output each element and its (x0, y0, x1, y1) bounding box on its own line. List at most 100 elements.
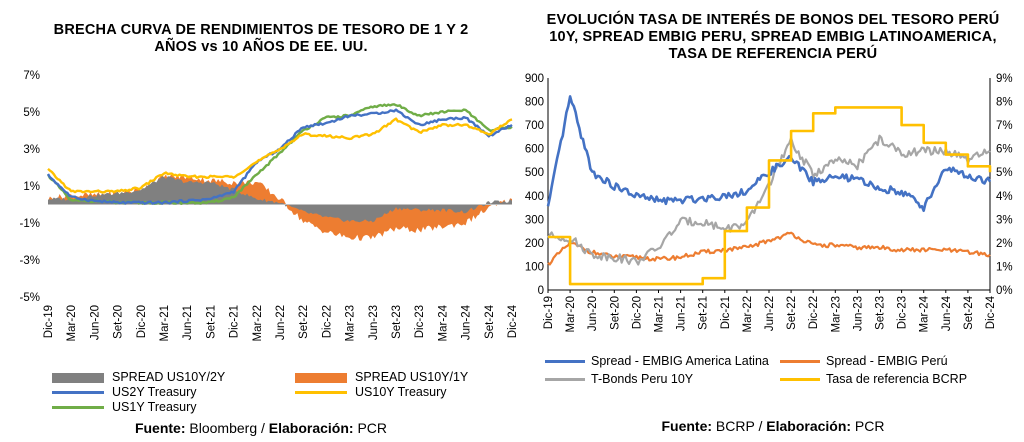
x-tick-label: Set-23 (875, 296, 887, 330)
right-chart-title: EVOLUCIÓN TASA DE INTERÉS DE BONOS DEL T… (546, 12, 1000, 62)
legend-swatch (295, 372, 347, 383)
right-chart-panel: EVOLUCIÓN TASA DE INTERÉS DE BONOS DEL T… (522, 0, 1024, 442)
y2-tick-label: 5% (996, 167, 1013, 179)
x-tick-label: Mar-24 (437, 304, 449, 341)
left-source: Fuente: Bloomberg / Elaboración: PCR (0, 420, 522, 436)
y-tick-label: 800 (525, 97, 544, 109)
legend-label: Spread - EMBIG Perú (826, 354, 948, 368)
legend-swatch (52, 391, 104, 394)
elab-label: Elaboración: (268, 420, 354, 436)
legend-item-spread-10y1y: SPREAD US10Y/1Y (295, 370, 468, 385)
legend-label: SPREAD US10Y/2Y (112, 370, 226, 384)
y2-tick-label: 8% (996, 97, 1013, 109)
x-tick-label: Dic-22 (321, 305, 333, 338)
left-chart-panel: BRECHA CURVA DE RENDIMIENTOS DE TESORO D… (0, 22, 522, 436)
y-tick-label: 500 (525, 167, 544, 179)
x-tick-label: Dic-21 (229, 305, 241, 338)
x-tick-label: Dic-20 (136, 305, 148, 338)
legend-swatch (780, 378, 820, 381)
line-series-us10y-treasury (47, 117, 513, 194)
y2-tick-label: 7% (996, 120, 1013, 132)
x-tick-label: Jun-20 (89, 305, 101, 340)
x-tick-label: Jun-23 (368, 305, 380, 340)
x-tick-label: Mar-23 (830, 296, 842, 332)
right-chart-svg: 900 800 700 600 500 400 300 200 100 0 9% 8% 7% 6% 5% 4%… (525, 73, 1013, 332)
legend-label: Spread - EMBIG America Latina (591, 354, 769, 368)
x-tick-label: Dic-24 (507, 304, 519, 338)
legend-swatch (780, 360, 820, 363)
x-tick-label: Mar-23 (345, 305, 357, 341)
x-tick-label: Mar-21 (654, 296, 666, 332)
x-tick-label: Mar-21 (159, 305, 171, 341)
area-series-spread-us10y-2y (48, 175, 512, 223)
x-tick-label: Dic-23 (897, 296, 909, 329)
y-tick-label: 900 (525, 73, 544, 85)
y-tick-label: 300 (525, 214, 544, 226)
x-tick-label: Dic-23 (414, 305, 426, 338)
x-tick-label: Jun-23 (852, 296, 864, 331)
source-label: Fuente: (661, 418, 713, 434)
legend-swatch (545, 378, 585, 381)
x-tick-label: Set-21 (205, 305, 217, 339)
x-tick-label: Dic-24 (985, 295, 997, 329)
x-tick-label: Jun-22 (275, 305, 287, 340)
legend-label: T-Bonds Peru 10Y (591, 372, 694, 386)
source-value: BCRP / (712, 418, 767, 434)
x-tick-label: Jun-20 (587, 296, 599, 331)
legend-item-tbonds: T-Bonds Peru 10Y (545, 372, 693, 387)
x-tick-label: Dic-20 (631, 296, 643, 329)
x-tick-label: Mar-24 (919, 295, 931, 332)
y2-tick-label: 9% (996, 73, 1013, 85)
x-tick-label: Dic-19 (43, 305, 55, 338)
x-tick-label: Set-20 (609, 296, 621, 330)
x-tick-label: Set-20 (113, 305, 125, 339)
y-tick-label: 600 (525, 144, 544, 156)
left-chart-title: BRECHA CURVA DE RENDIMIENTOS DE TESORO D… (53, 22, 469, 55)
x-tick-label: Set-22 (786, 296, 798, 330)
y2-tick-label: 3% (996, 214, 1013, 226)
legend-swatch (545, 360, 585, 363)
line-series-tasa-de-referencia-bcrp (548, 106, 992, 286)
source-value: Bloomberg / (185, 420, 269, 436)
x-tick-label: Set-24 (963, 295, 975, 329)
source-label: Fuente: (134, 420, 186, 436)
x-tick-label: Mar-20 (565, 296, 577, 332)
y-tick-label: 7% (23, 70, 40, 82)
x-tick-label: Mar-22 (252, 305, 264, 341)
legend-swatch (52, 406, 104, 409)
x-tick-label: Jun-22 (764, 296, 776, 331)
x-tick-label: Jun-24 (461, 304, 473, 340)
elab-value: PCR (851, 418, 885, 434)
y-tick-label: 200 (525, 238, 544, 250)
right-source: Fuente: BCRP / Elaboración: PCR (522, 418, 1024, 434)
left-chart-svg: 7% 5% 3% 1% -1% -3% -5%Dic-19 Mar-20 Jun-20 Set-2… (20, 70, 519, 341)
elab-label: Elaboración: (766, 418, 852, 434)
legend-label: US1Y Treasury (112, 400, 197, 414)
x-tick-label: Jun-21 (182, 305, 194, 340)
y2-tick-label: 2% (996, 238, 1013, 250)
y-tick-label: 3% (23, 144, 40, 156)
x-tick-label: Set-24 (484, 304, 496, 338)
legend-item-embig-peru: Spread - EMBIG Perú (780, 354, 948, 369)
y-tick-label: 0 (538, 285, 544, 297)
y-tick-label: 1% (23, 181, 40, 193)
legend-swatch (52, 372, 104, 383)
y-tick-label: 400 (525, 191, 544, 203)
y2-tick-label: 0% (996, 285, 1013, 297)
x-tick-label: Dic-22 (808, 296, 820, 329)
x-tick-label: Set-22 (298, 305, 310, 339)
x-tick-label: Mar-22 (742, 296, 754, 332)
x-tick-label: Dic-21 (720, 296, 732, 329)
legend-item-embig-latam: Spread - EMBIG America Latina (545, 354, 769, 369)
legend-label: Tasa de referencia BCRP (826, 372, 968, 386)
y2-tick-label: 1% (996, 261, 1013, 273)
x-tick-label: Dic-19 (543, 296, 555, 329)
y2-tick-label: 4% (996, 191, 1013, 203)
x-tick-label: Jun-21 (676, 296, 688, 331)
legend-label: SPREAD US10Y/1Y (355, 370, 469, 384)
legend-item-spread-10y2y: SPREAD US10Y/2Y (52, 370, 225, 385)
elab-value: PCR (353, 420, 388, 436)
legend-item-us2y: US2Y Treasury (52, 385, 197, 400)
y-tick-label: 100 (525, 261, 544, 273)
y-tick-label: 5% (23, 107, 40, 119)
